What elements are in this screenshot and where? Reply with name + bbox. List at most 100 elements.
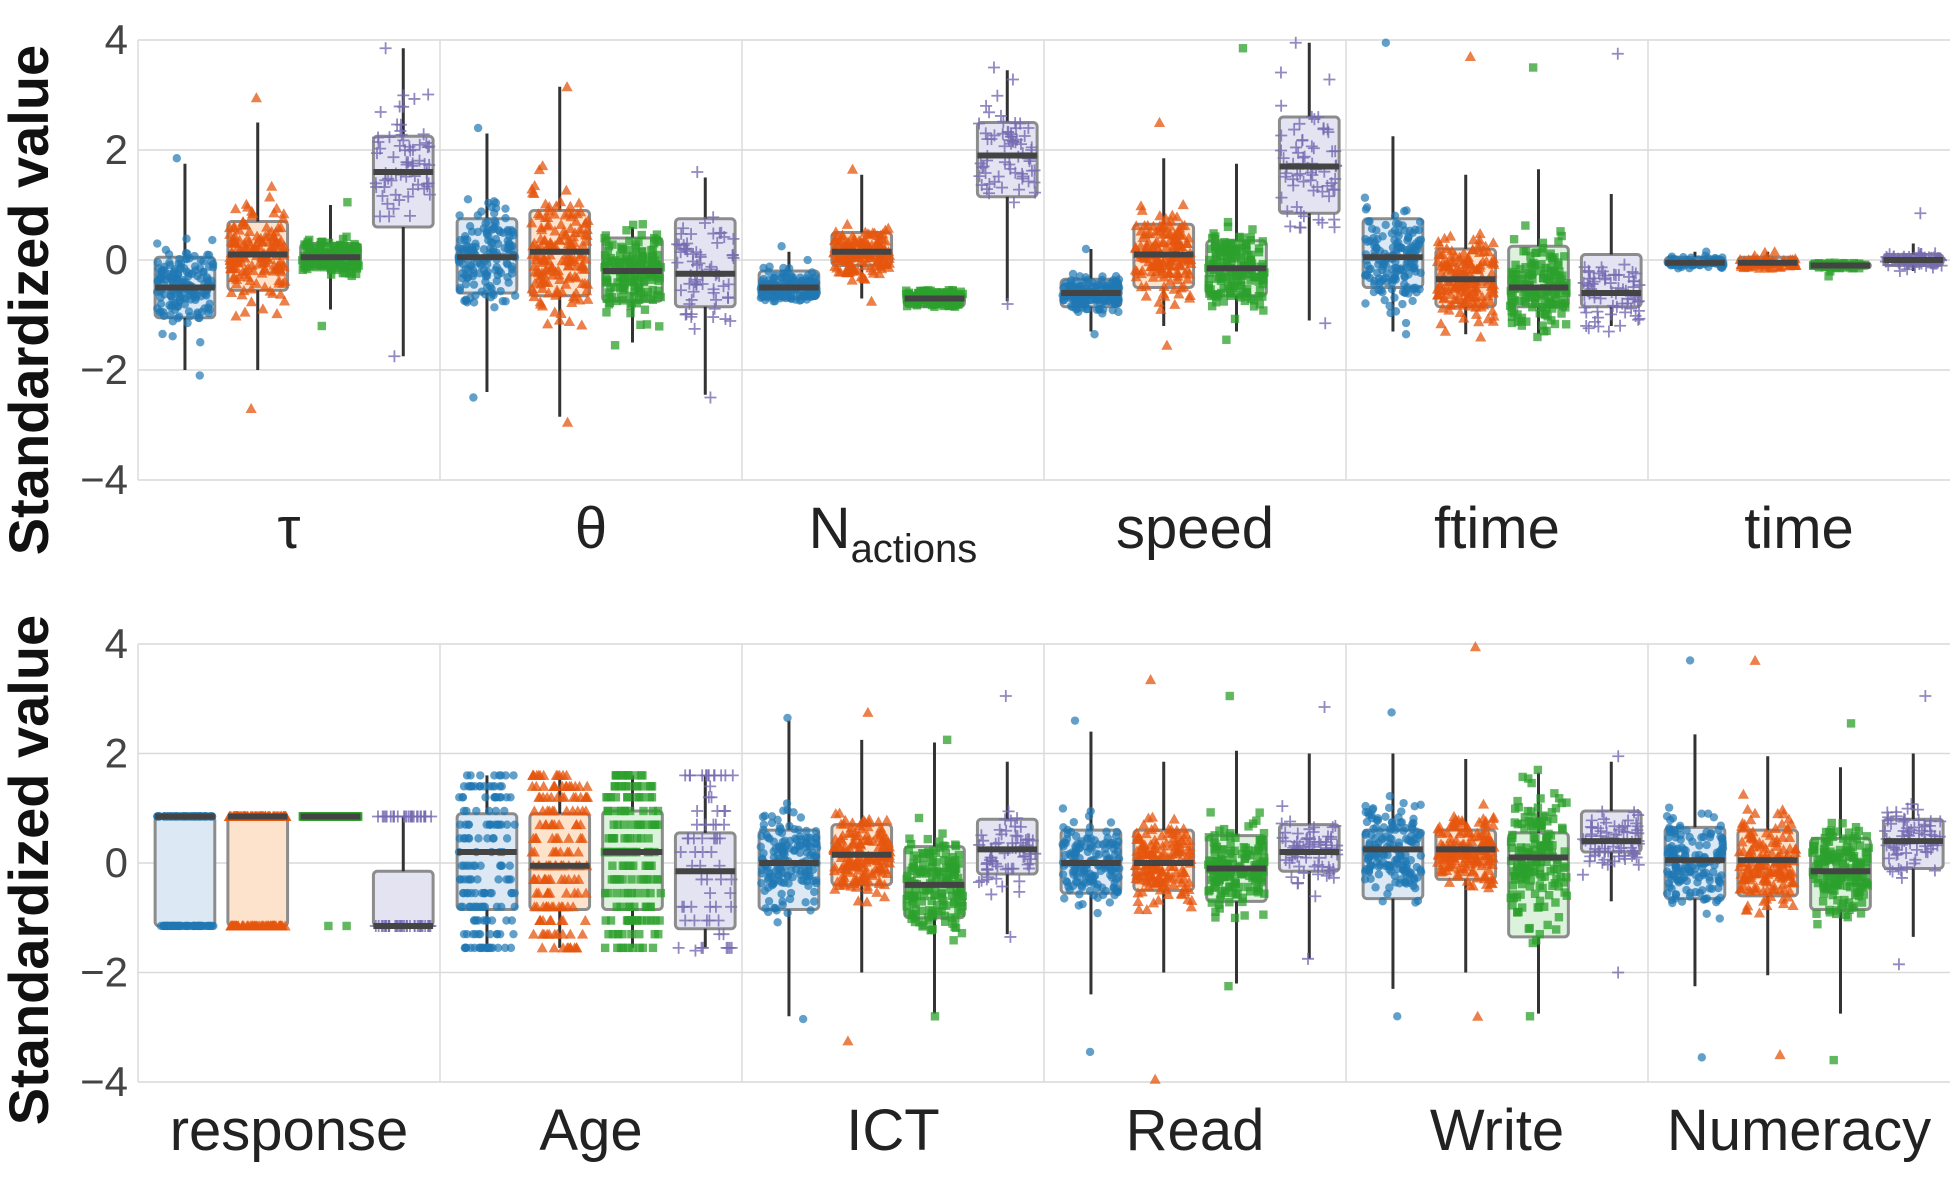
data-point [1250,272,1259,282]
data-point [503,260,512,269]
data-point [999,813,1012,826]
ytick-label: 2 [105,730,128,777]
data-point [1445,256,1457,267]
data-point [638,246,647,256]
data-point [873,841,885,852]
data-point [1234,244,1244,253]
data-point [627,875,636,884]
data-point [1078,303,1087,312]
data-point [902,902,911,911]
data-point [605,263,615,272]
data-point [536,942,548,953]
data-point [996,880,1009,893]
data-point [847,839,860,850]
data-point [1205,255,1214,265]
data-point [223,221,236,233]
box [153,814,217,928]
data-point [603,278,612,287]
data-point [1181,237,1193,248]
data-point [536,282,549,294]
category-main: time [1744,496,1854,561]
data-point [1172,270,1184,281]
data-point [161,245,171,255]
data-point [1002,805,1015,818]
data-point [481,793,490,802]
data-point [237,266,249,277]
data-point [1408,296,1417,306]
data-point [777,889,786,899]
data-point [527,769,539,780]
points-circle [454,771,519,953]
data-point [918,860,928,870]
data-point [708,302,721,315]
data-point [986,855,999,868]
data-point [1487,237,1499,248]
data-point [466,782,476,791]
data-point [1415,217,1425,227]
data-point [496,861,506,870]
data-point [312,263,321,272]
data-point [458,793,468,802]
data-point [258,264,271,275]
data-point [1505,301,1515,311]
data-point [974,157,987,170]
data-point [548,208,561,219]
data-point [1069,283,1078,292]
data-point [1914,207,1927,220]
data-point [928,909,938,919]
data-point [954,850,964,860]
data-point [550,832,562,843]
data-point [1434,278,1446,289]
data-point [867,265,879,276]
data-point [1404,233,1413,243]
ytick-label: 4 [105,16,128,63]
data-point [1011,830,1024,843]
data-point [1538,303,1548,312]
box-group [1058,716,1124,1057]
data-point [610,782,619,791]
panel-bottom-yticks: −4 −2 0 2 4 [80,620,128,1105]
data-point [811,827,821,836]
data-point [674,846,687,859]
data-point [679,308,692,321]
data-point [1017,850,1030,863]
data-point [1679,253,1688,262]
data-point [582,214,594,226]
data-point [208,235,217,245]
data-point [1316,185,1329,198]
data-point [242,920,254,931]
data-point [555,307,567,318]
data-point [671,238,684,251]
data-point [564,942,577,953]
data-point [629,291,639,301]
data-point [505,861,514,870]
data-point [263,253,275,264]
ytick-label: 2 [105,126,128,173]
data-point [539,211,551,222]
data-point [1480,255,1493,266]
data-point [638,782,648,791]
data-point [836,230,848,241]
data-point [1398,299,1407,309]
box-group [671,166,740,404]
data-point [1275,144,1288,157]
data-point [420,177,433,190]
data-point [559,209,571,220]
data-point [1926,261,1939,274]
data-point [1175,282,1187,293]
data-point [1535,309,1544,318]
ytick-label: −4 [80,1058,128,1105]
data-point [174,312,184,321]
data-point [1144,228,1156,239]
data-point [1381,38,1391,47]
data-point [581,780,593,791]
data-point [1207,301,1217,311]
data-point [1578,301,1591,314]
data-point [1521,221,1530,230]
data-point [864,252,876,263]
data-point [811,876,821,885]
data-point [830,808,842,819]
data-point [687,247,700,260]
box-group [1360,38,1426,339]
data-point [784,879,793,888]
